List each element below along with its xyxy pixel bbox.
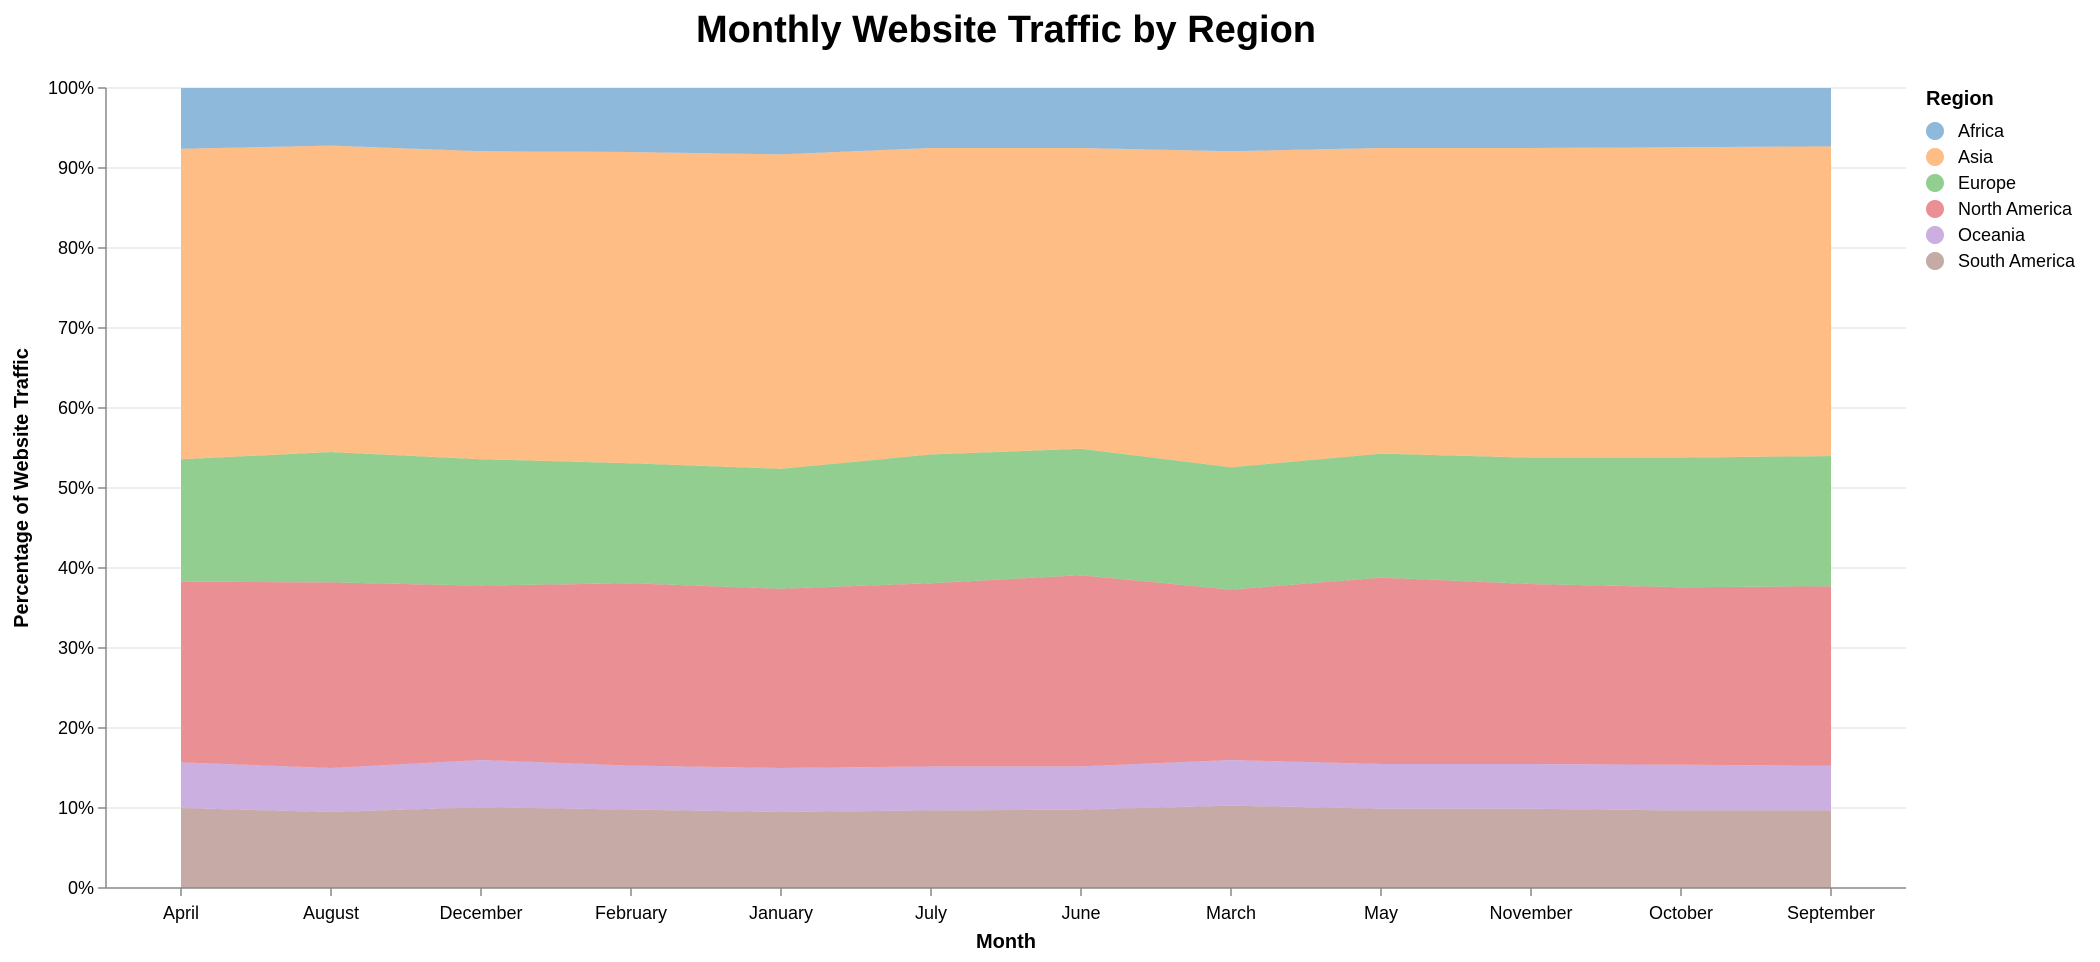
area-oceania: [181, 760, 1831, 812]
y-tick-label: 50%: [58, 478, 94, 498]
x-tick-label: May: [1364, 903, 1398, 923]
legend-swatch-europe: [1926, 174, 1944, 192]
y-axis-title: Percentage of Website Traffic: [11, 348, 33, 628]
area-europe: [181, 448, 1831, 590]
x-tick-label: July: [915, 903, 947, 923]
x-axis-ticks: April August December February January July Ju…: [163, 888, 1875, 923]
legend-label-oceania: Oceania: [1958, 225, 2026, 245]
x-tick-label: October: [1649, 903, 1713, 923]
x-axis-title: Month: [976, 931, 1036, 953]
y-tick-label: 70%: [58, 318, 94, 338]
y-tick-label: 0%: [68, 878, 94, 898]
x-tick-label: September: [1787, 903, 1875, 923]
x-tick-label: February: [595, 903, 667, 923]
x-tick-label: January: [749, 903, 813, 923]
x-tick-label: August: [303, 903, 359, 923]
stacked-areas: [181, 88, 1831, 888]
legend-swatch-africa: [1926, 122, 1944, 140]
legend-swatch-asia: [1926, 148, 1944, 166]
x-tick-label: November: [1489, 903, 1572, 923]
y-tick-label: 20%: [58, 718, 94, 738]
legend-label-asia: Asia: [1958, 147, 1994, 167]
y-tick-label: 80%: [58, 238, 94, 258]
x-tick-label: December: [439, 903, 522, 923]
y-axis-ticks: 0% 10% 20% 30% 40% 50% 60% 70% 80% 90% 100%: [48, 78, 106, 898]
legend-swatch-south-america: [1926, 252, 1944, 270]
area-south-america: [181, 805, 1831, 888]
y-tick-label: 100%: [48, 78, 94, 98]
area-africa: [181, 88, 1831, 155]
legend: Region Africa Asia Europe North America Ocea…: [1926, 88, 2076, 271]
legend-swatch-oceania: [1926, 226, 1944, 244]
x-tick-label: April: [163, 903, 199, 923]
legend-label-south-america: South America: [1958, 251, 2076, 271]
legend-title: Region: [1926, 88, 1994, 110]
y-tick-label: 90%: [58, 158, 94, 178]
area-asia: [181, 145, 1831, 469]
x-tick-label: June: [1061, 903, 1100, 923]
legend-label-africa: Africa: [1958, 121, 2005, 141]
y-tick-label: 40%: [58, 558, 94, 578]
legend-swatch-north-america: [1926, 200, 1944, 218]
y-tick-label: 30%: [58, 638, 94, 658]
y-tick-label: 10%: [58, 798, 94, 818]
chart-title: Monthly Website Traffic by Region: [696, 9, 1316, 51]
area-north-america: [181, 575, 1831, 768]
x-tick-label: March: [1206, 903, 1256, 923]
y-tick-label: 60%: [58, 398, 94, 418]
legend-label-north-america: North America: [1958, 199, 2073, 219]
legend-label-europe: Europe: [1958, 173, 2016, 193]
